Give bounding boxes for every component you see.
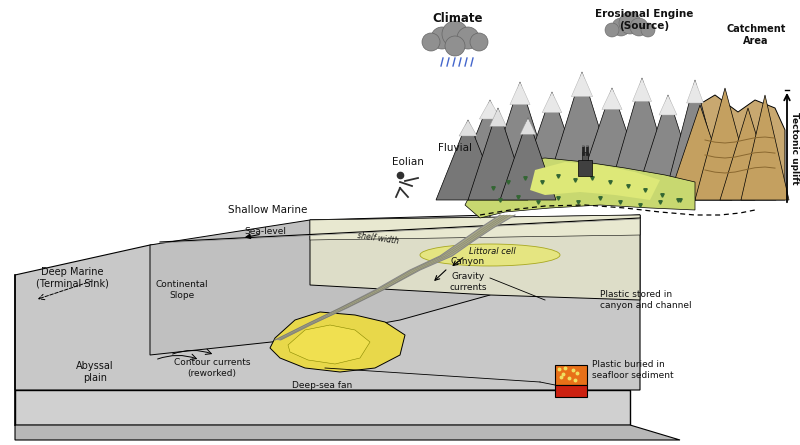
Text: Gravity
currents: Gravity currents <box>450 272 486 292</box>
Bar <box>555 365 587 385</box>
Polygon shape <box>452 100 528 195</box>
Polygon shape <box>720 108 776 200</box>
Circle shape <box>580 141 586 147</box>
Polygon shape <box>468 108 528 200</box>
Polygon shape <box>490 108 506 126</box>
Text: Eolian: Eolian <box>392 157 424 167</box>
Polygon shape <box>310 215 640 240</box>
Text: Canyon: Canyon <box>451 258 485 267</box>
Polygon shape <box>686 80 703 103</box>
Text: Littoral cell: Littoral cell <box>469 247 515 256</box>
Circle shape <box>445 36 465 56</box>
Polygon shape <box>436 120 500 200</box>
Text: Deep-sea fan: Deep-sea fan <box>292 380 352 389</box>
Polygon shape <box>310 215 640 300</box>
Polygon shape <box>544 72 620 195</box>
Polygon shape <box>602 88 622 109</box>
Polygon shape <box>530 162 660 200</box>
Circle shape <box>422 33 440 51</box>
Circle shape <box>612 18 630 36</box>
Circle shape <box>619 12 641 34</box>
Circle shape <box>584 141 590 147</box>
Text: Abyssal
plain: Abyssal plain <box>76 361 114 383</box>
Text: Sea-level: Sea-level <box>244 227 286 236</box>
Polygon shape <box>542 92 562 113</box>
Text: Fluvial: Fluvial <box>438 143 472 153</box>
Polygon shape <box>15 390 630 425</box>
Circle shape <box>470 33 488 51</box>
Polygon shape <box>517 92 587 195</box>
Bar <box>578 160 592 176</box>
Text: Erosional Engine
(Source): Erosional Engine (Source) <box>595 9 693 31</box>
Polygon shape <box>741 95 789 200</box>
Polygon shape <box>633 78 651 101</box>
Ellipse shape <box>420 244 560 266</box>
Circle shape <box>457 27 479 49</box>
Text: Continental
Slope: Continental Slope <box>156 280 208 299</box>
Polygon shape <box>465 158 695 218</box>
Text: Tectonic uplift: Tectonic uplift <box>790 112 799 184</box>
Polygon shape <box>459 120 477 136</box>
Polygon shape <box>15 425 680 440</box>
Polygon shape <box>636 95 700 195</box>
Polygon shape <box>484 82 556 195</box>
Text: Climate: Climate <box>433 12 483 24</box>
Circle shape <box>442 21 468 47</box>
Polygon shape <box>608 78 676 195</box>
Polygon shape <box>15 215 640 390</box>
Circle shape <box>630 18 648 36</box>
Bar <box>555 385 587 397</box>
Bar <box>582 152 588 160</box>
Text: Contour currents
(reworked): Contour currents (reworked) <box>174 358 250 378</box>
Polygon shape <box>659 95 677 115</box>
Circle shape <box>431 27 453 49</box>
Text: Catchment
Area: Catchment Area <box>726 24 786 46</box>
Polygon shape <box>668 105 732 200</box>
Polygon shape <box>520 118 536 134</box>
Polygon shape <box>695 88 755 200</box>
Text: Plastic buried in
seafloor sediment: Plastic buried in seafloor sediment <box>592 360 674 380</box>
Text: shelf width: shelf width <box>357 231 399 245</box>
Polygon shape <box>665 80 725 195</box>
Polygon shape <box>510 82 530 105</box>
Circle shape <box>605 23 619 37</box>
Polygon shape <box>270 312 405 372</box>
Text: Deep Marine
(Terminal Sink): Deep Marine (Terminal Sink) <box>35 267 109 289</box>
Polygon shape <box>288 325 370 364</box>
Polygon shape <box>571 72 593 97</box>
Polygon shape <box>680 95 785 200</box>
Polygon shape <box>275 215 515 340</box>
Polygon shape <box>500 118 556 200</box>
Polygon shape <box>150 215 490 355</box>
Circle shape <box>641 23 655 37</box>
Polygon shape <box>479 100 501 119</box>
Polygon shape <box>576 88 648 195</box>
Text: Shallow Marine: Shallow Marine <box>228 205 308 215</box>
Text: Plastic stored in
canyon and channel: Plastic stored in canyon and channel <box>600 290 692 310</box>
